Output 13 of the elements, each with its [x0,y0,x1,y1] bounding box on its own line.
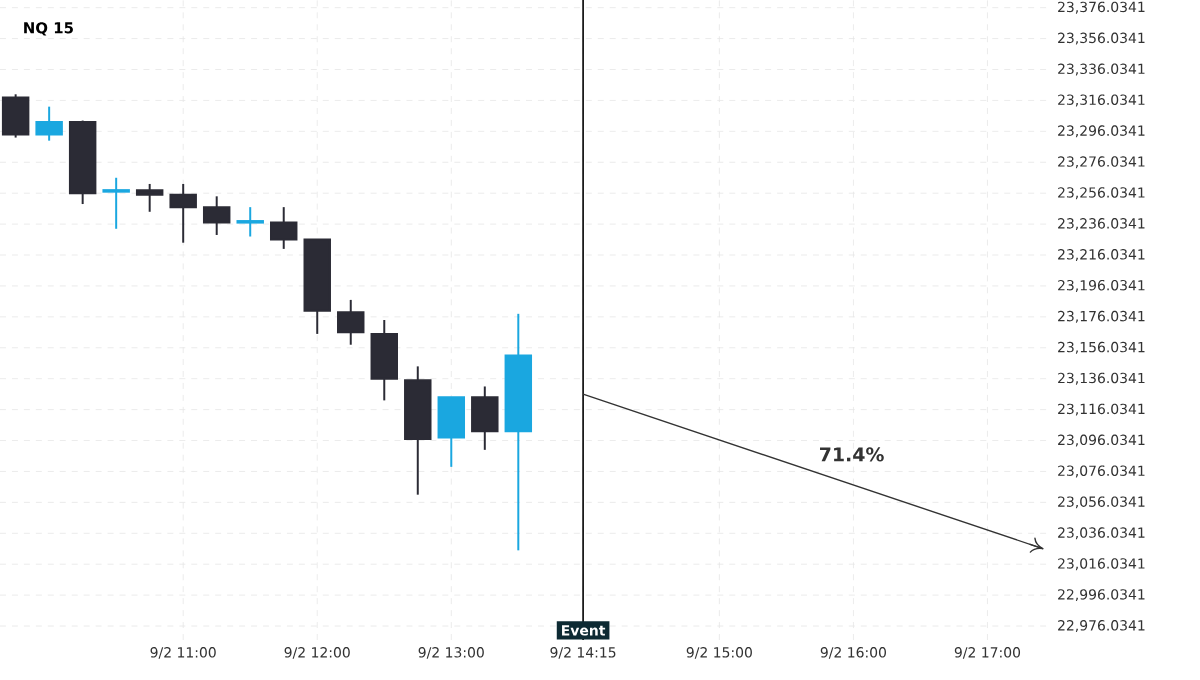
candlestick [169,182,197,244]
candlestick [370,318,398,402]
candlestick [135,182,164,213]
candlestick [437,396,466,468]
candlestick [102,176,130,230]
candlestick [236,206,264,238]
candlestick [337,298,365,346]
candlestick [202,195,231,236]
annotation: 71.4% [820,447,884,462]
candlestick [35,105,63,142]
candlestick [1,93,30,139]
candlestick [471,385,499,451]
candlestick [269,206,298,250]
